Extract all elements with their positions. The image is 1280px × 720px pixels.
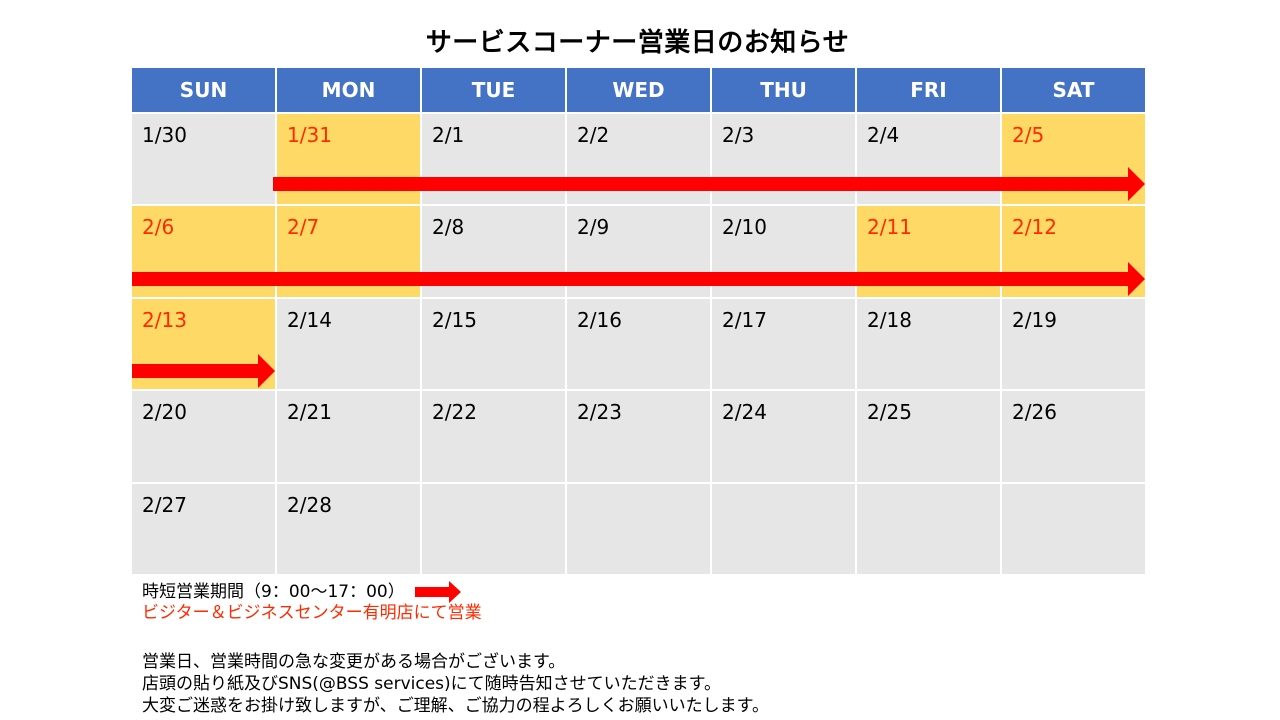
legend-location-label: ビジター＆ビジネスセンター有明店にて営業: [142, 603, 482, 623]
calendar-day: 2/16: [567, 298, 710, 390]
calendar-day: 2/8: [422, 206, 565, 297]
calendar-empty-day: [857, 483, 1000, 574]
calendar-day: 1/31: [277, 114, 420, 205]
weekday-header: SAT: [1002, 68, 1145, 112]
page-title: サービスコーナー営業日のお知らせ: [425, 28, 850, 58]
calendar-day: 2/19: [1002, 298, 1145, 390]
calendar-empty-day: [712, 483, 855, 574]
calendar-day: 2/24: [712, 391, 855, 482]
calendar-day: 2/14: [277, 298, 420, 390]
calendar-day: 2/2: [567, 114, 710, 205]
calendar-day: 2/9: [567, 206, 710, 297]
weekday-header: TUE: [422, 68, 565, 112]
calendar-day: 2/11: [857, 206, 1000, 297]
calendar-day: 2/13: [132, 298, 275, 390]
weekday-header: FRI: [857, 68, 1000, 112]
calendar-day: 2/22: [422, 391, 565, 482]
calendar-day: 2/25: [857, 391, 1000, 482]
calendar-empty-day: [422, 483, 565, 574]
calendar-day: 1/30: [132, 114, 275, 205]
calendar-day: 2/5: [1002, 114, 1145, 205]
calendar-day: 2/4: [857, 114, 1000, 205]
legend-period-label: 時短営業期間（9：00～17：00）: [142, 581, 405, 602]
weekday-header: MON: [277, 68, 420, 112]
calendar-day: 2/21: [277, 391, 420, 482]
notice: 営業日、営業時間の急な変更がある場合がございます。 店頭の貼り紙及びSNS(@B…: [142, 651, 769, 717]
calendar-empty-day: [567, 483, 710, 574]
calendar-day: 2/12: [1002, 206, 1145, 297]
calendar-day: 2/23: [567, 391, 710, 482]
calendar-day: 2/1: [422, 114, 565, 205]
calendar-empty-day: [1002, 483, 1145, 574]
calendar-day: 2/6: [132, 206, 275, 297]
calendar-day: 2/15: [422, 298, 565, 390]
calendar-day: 2/10: [712, 206, 855, 297]
calendar-day: 2/20: [132, 391, 275, 482]
legend: 時短営業期間（9：00～17：00） ビジター＆ビジネスセンター有明店にて営業: [142, 581, 482, 624]
notice-line: 店頭の貼り紙及びSNS(@BSS services)にて随時告知させていただきま…: [142, 674, 721, 694]
weekday-header: WED: [567, 68, 710, 112]
calendar-day: 2/17: [712, 298, 855, 390]
weekday-header: SUN: [132, 68, 275, 112]
calendar-day: 2/26: [1002, 391, 1145, 482]
notice-line: 営業日、営業時間の急な変更がある場合がございます。: [142, 652, 566, 672]
calendar-day: 2/3: [712, 114, 855, 205]
calendar-day: 2/7: [277, 206, 420, 297]
calendar-grid: SUN MON TUE WED THU FRI SAT 1/30 1/31 2/1 2/2 2/3 2/…: [132, 68, 1145, 574]
calendar-day: 2/27: [132, 483, 275, 574]
arrow-icon: [414, 581, 461, 603]
calendar-day: 2/18: [857, 298, 1000, 390]
notice-line: 大変ご迷惑をお掛け致しますが、ご理解、ご協力の程よろしくお願いいたします。: [142, 696, 769, 716]
calendar-day: 2/28: [277, 483, 420, 574]
weekday-header: THU: [712, 68, 855, 112]
